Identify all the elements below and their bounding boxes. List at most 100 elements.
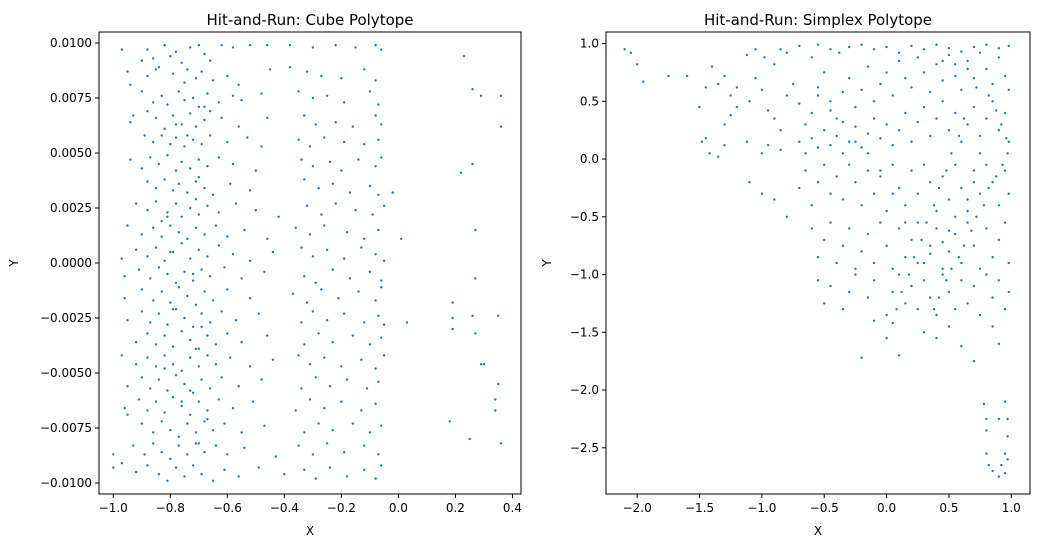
data-point — [160, 235, 163, 238]
data-point — [257, 466, 260, 469]
data-point — [380, 279, 383, 282]
data-point — [203, 233, 206, 236]
data-point — [120, 354, 124, 357]
data-point — [904, 77, 907, 80]
data-point — [357, 290, 360, 293]
data-point — [700, 140, 704, 143]
data-point — [804, 123, 807, 126]
y-axis-label: Y — [540, 259, 554, 268]
data-point — [1003, 169, 1007, 172]
data-point — [323, 356, 326, 359]
data-point — [960, 279, 963, 282]
data-point — [982, 204, 986, 207]
data-point — [163, 44, 166, 47]
data-point — [163, 259, 166, 262]
data-point — [171, 114, 175, 117]
data-point — [206, 255, 209, 258]
data-point — [377, 453, 380, 456]
data-point — [152, 226, 155, 229]
data-point — [966, 209, 969, 213]
data-point — [482, 363, 486, 366]
data-point — [972, 181, 976, 184]
data-point — [773, 63, 776, 66]
data-point — [169, 250, 172, 254]
data-point — [343, 140, 346, 144]
data-point — [137, 268, 141, 271]
data-point — [377, 103, 380, 106]
data-point — [975, 86, 978, 89]
data-point — [866, 232, 870, 236]
data-point — [206, 418, 209, 421]
x-tick-label: 0.0 — [389, 501, 408, 515]
data-point — [237, 475, 240, 478]
data-point — [947, 198, 951, 201]
data-point — [183, 81, 186, 84]
data-point — [260, 92, 263, 95]
data-point — [143, 453, 146, 456]
data-point — [140, 233, 143, 236]
data-point — [354, 209, 357, 212]
data-point — [451, 301, 454, 304]
data-point — [305, 204, 309, 207]
data-point — [941, 79, 944, 82]
data-point — [872, 319, 876, 322]
data-point — [303, 275, 306, 278]
data-point — [779, 148, 782, 151]
data-point — [357, 158, 360, 161]
data-point — [499, 125, 503, 128]
data-point — [134, 341, 138, 344]
data-point — [277, 215, 280, 218]
data-point — [137, 398, 141, 401]
data-point — [895, 308, 898, 311]
data-point — [941, 267, 944, 270]
data-point — [174, 466, 178, 469]
data-point — [291, 292, 295, 295]
data-point — [954, 232, 957, 236]
data-point — [838, 51, 841, 54]
data-point — [200, 325, 203, 328]
data-point — [211, 479, 215, 482]
data-point — [217, 244, 220, 247]
data-point — [957, 256, 961, 259]
data-point — [1005, 137, 1008, 140]
y-axis-ticks: −0.0100 −0.0075 −0.0050 −0.0025 0.0000 0.0025… — [40, 36, 99, 490]
data-point — [947, 53, 951, 57]
data-point — [816, 181, 820, 184]
y-axis-label: Y — [7, 259, 21, 268]
data-point — [351, 334, 354, 337]
y-axis-ticks: −2.5 −2.0 −1.5 −1.0 −0.5 0.0 0.5 1.0 — [570, 37, 606, 455]
data-point — [729, 114, 732, 117]
data-point — [904, 302, 907, 305]
data-point — [377, 228, 380, 232]
data-point — [229, 182, 232, 185]
data-point — [305, 301, 309, 304]
data-point — [816, 94, 820, 97]
data-point — [325, 442, 329, 445]
data-point — [129, 121, 132, 124]
data-point — [126, 413, 129, 416]
data-point — [360, 246, 363, 249]
data-point — [785, 215, 788, 218]
data-point — [972, 244, 976, 247]
data-point — [160, 290, 163, 293]
data-point — [174, 308, 178, 311]
data-point — [972, 45, 976, 49]
data-point — [217, 101, 220, 104]
y-tick-label: −0.5 — [570, 210, 599, 224]
data-point — [935, 43, 938, 46]
data-point — [804, 152, 807, 155]
data-point — [872, 117, 876, 120]
y-tick-label: 0.0 — [580, 152, 599, 166]
x-tick-label: 1.0 — [1002, 501, 1021, 515]
data-point — [180, 61, 183, 64]
data-point — [950, 152, 953, 155]
data-point — [314, 281, 317, 284]
data-point — [947, 129, 951, 132]
data-point — [985, 273, 988, 276]
data-point — [191, 464, 195, 467]
data-point — [978, 192, 982, 195]
x-axis-label: X — [306, 524, 314, 538]
data-point — [174, 50, 178, 53]
data-point — [209, 59, 212, 62]
